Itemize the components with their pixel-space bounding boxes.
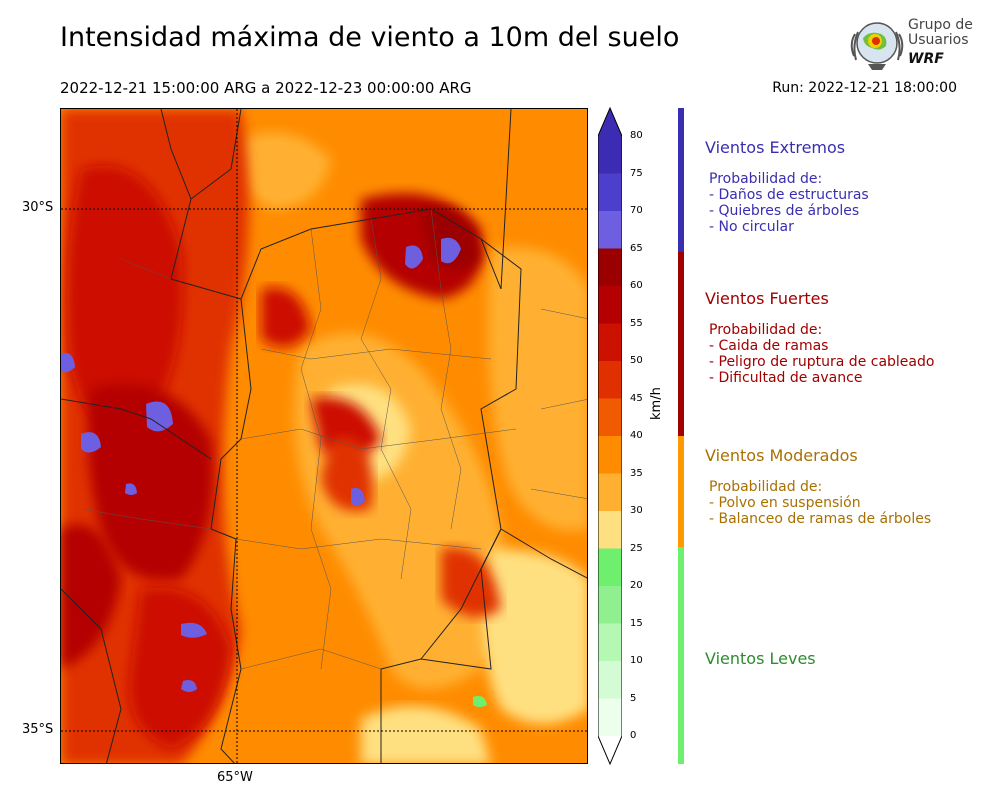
category-moderados: Vientos Moderados Probabilidad de: - Pol… <box>705 446 931 527</box>
department-borders <box>80 208 587 670</box>
colorbar-tick-label: 30 <box>630 505 643 516</box>
forecast-period: 2022-12-21 15:00:00 ARG a 2022-12-23 00:… <box>60 79 472 97</box>
globe-logo-icon <box>850 22 904 70</box>
colorbar-tick-label: 20 <box>630 580 643 591</box>
colorbar-tick-label: 45 <box>630 392 643 404</box>
colorbar-segment <box>598 211 622 249</box>
colorbar-segment <box>598 698 622 737</box>
colorbar-segment <box>598 136 622 174</box>
colorbar-tick-label: 50 <box>630 355 643 366</box>
colorbar-segment <box>598 586 622 624</box>
colorbar-tick-label: 60 <box>630 280 643 291</box>
category-description: Probabilidad de: - Caida de ramas - Peli… <box>709 322 935 386</box>
category-title: Vientos Fuertes <box>705 289 829 308</box>
colorbar-segment <box>598 361 622 399</box>
colorbar-segment <box>598 248 622 287</box>
category-leves: Vientos Leves <box>705 649 816 668</box>
category-title: Vientos Moderados <box>705 446 858 465</box>
colorbar-tick-label: 10 <box>630 655 643 666</box>
graticule <box>61 109 587 763</box>
colorbar-segment <box>598 323 622 362</box>
colorbar-tick-label: 15 <box>630 617 643 629</box>
colorbar-segment <box>598 473 622 512</box>
colorbar-segment <box>598 661 622 699</box>
lat-label-30s: 30°S <box>22 200 54 215</box>
map-title: Intensidad máxima de viento a 10m del su… <box>60 22 680 53</box>
colorbar-tick-label: 25 <box>630 542 643 554</box>
legend-bar-fuertes <box>678 252 684 436</box>
colorbar <box>598 106 622 766</box>
category-description: Probabilidad de: - Daños de estructuras … <box>709 171 869 235</box>
colorbar-tick-label: 75 <box>630 167 643 179</box>
category-fuertes: Vientos Fuertes Probabilidad de: - Caida… <box>705 289 934 386</box>
category-title: Vientos Extremos <box>705 138 846 157</box>
colorbar-tick-label: 70 <box>630 205 643 216</box>
colorbar-segment <box>598 511 622 549</box>
lat-label-35s: 35°S <box>22 722 54 737</box>
colorbar-tick-label: 5 <box>630 692 637 704</box>
colorbar-tick-label: 35 <box>630 467 643 479</box>
logo-text: Grupo de Usuarios <box>908 17 973 48</box>
colorbar-segment <box>598 436 622 474</box>
logo-wrf-text: WRF <box>908 51 944 67</box>
wind-intensity-map <box>60 108 588 764</box>
colorbar-segment <box>598 173 622 212</box>
category-extremos: Vientos Extremos Probabilidad de: - Daño… <box>705 138 869 235</box>
colorbar-segment <box>598 286 622 324</box>
lon-label-65w: 65°W <box>217 770 253 785</box>
legend-bar-leves <box>678 547 684 764</box>
wind-field-shading <box>61 109 587 763</box>
colorbar-extension-top <box>598 108 622 136</box>
colorbar-tick-label: 40 <box>630 430 643 441</box>
colorbar-extension-bottom <box>598 736 622 764</box>
category-title: Vientos Leves <box>705 649 816 668</box>
legend-bar-extremos <box>678 108 684 252</box>
category-description: Probabilidad de: - Polvo en suspensión -… <box>709 479 932 527</box>
colorbar-segment <box>598 623 622 662</box>
legend-bar-moderados <box>678 436 684 547</box>
colorbar-tick-label: 0 <box>630 730 637 741</box>
colorbar-unit: km/h <box>649 387 664 420</box>
colorbar-tick-label: 80 <box>630 130 643 141</box>
colorbar-segment <box>598 398 622 437</box>
grupo-usuarios-wrf-logo: Grupo de Usuarios WRF <box>848 16 973 74</box>
colorbar-tick-label: 65 <box>630 242 643 254</box>
colorbar-segment <box>598 548 622 587</box>
model-run-time: Run: 2022-12-21 18:00:00 <box>772 80 957 96</box>
province-borders <box>61 109 587 763</box>
colorbar-tick-label: 55 <box>630 317 643 329</box>
